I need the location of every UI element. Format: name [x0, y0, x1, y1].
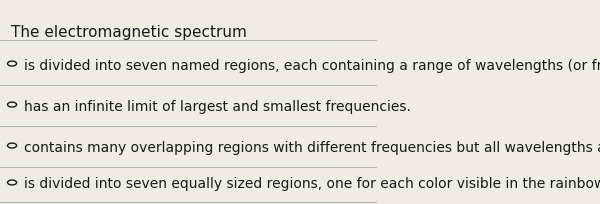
Text: The electromagnetic spectrum: The electromagnetic spectrum: [11, 24, 247, 39]
Text: is divided into seven named regions, each containing a range of wavelengths (or : is divided into seven named regions, eac…: [25, 58, 600, 72]
Text: is divided into seven equally sized regions, one for each color visible in the r: is divided into seven equally sized regi…: [25, 177, 600, 191]
Text: contains many overlapping regions with different frequencies but all wavelengths: contains many overlapping regions with d…: [25, 140, 600, 154]
Text: has an infinite limit of largest and smallest frequencies.: has an infinite limit of largest and sma…: [25, 99, 412, 113]
